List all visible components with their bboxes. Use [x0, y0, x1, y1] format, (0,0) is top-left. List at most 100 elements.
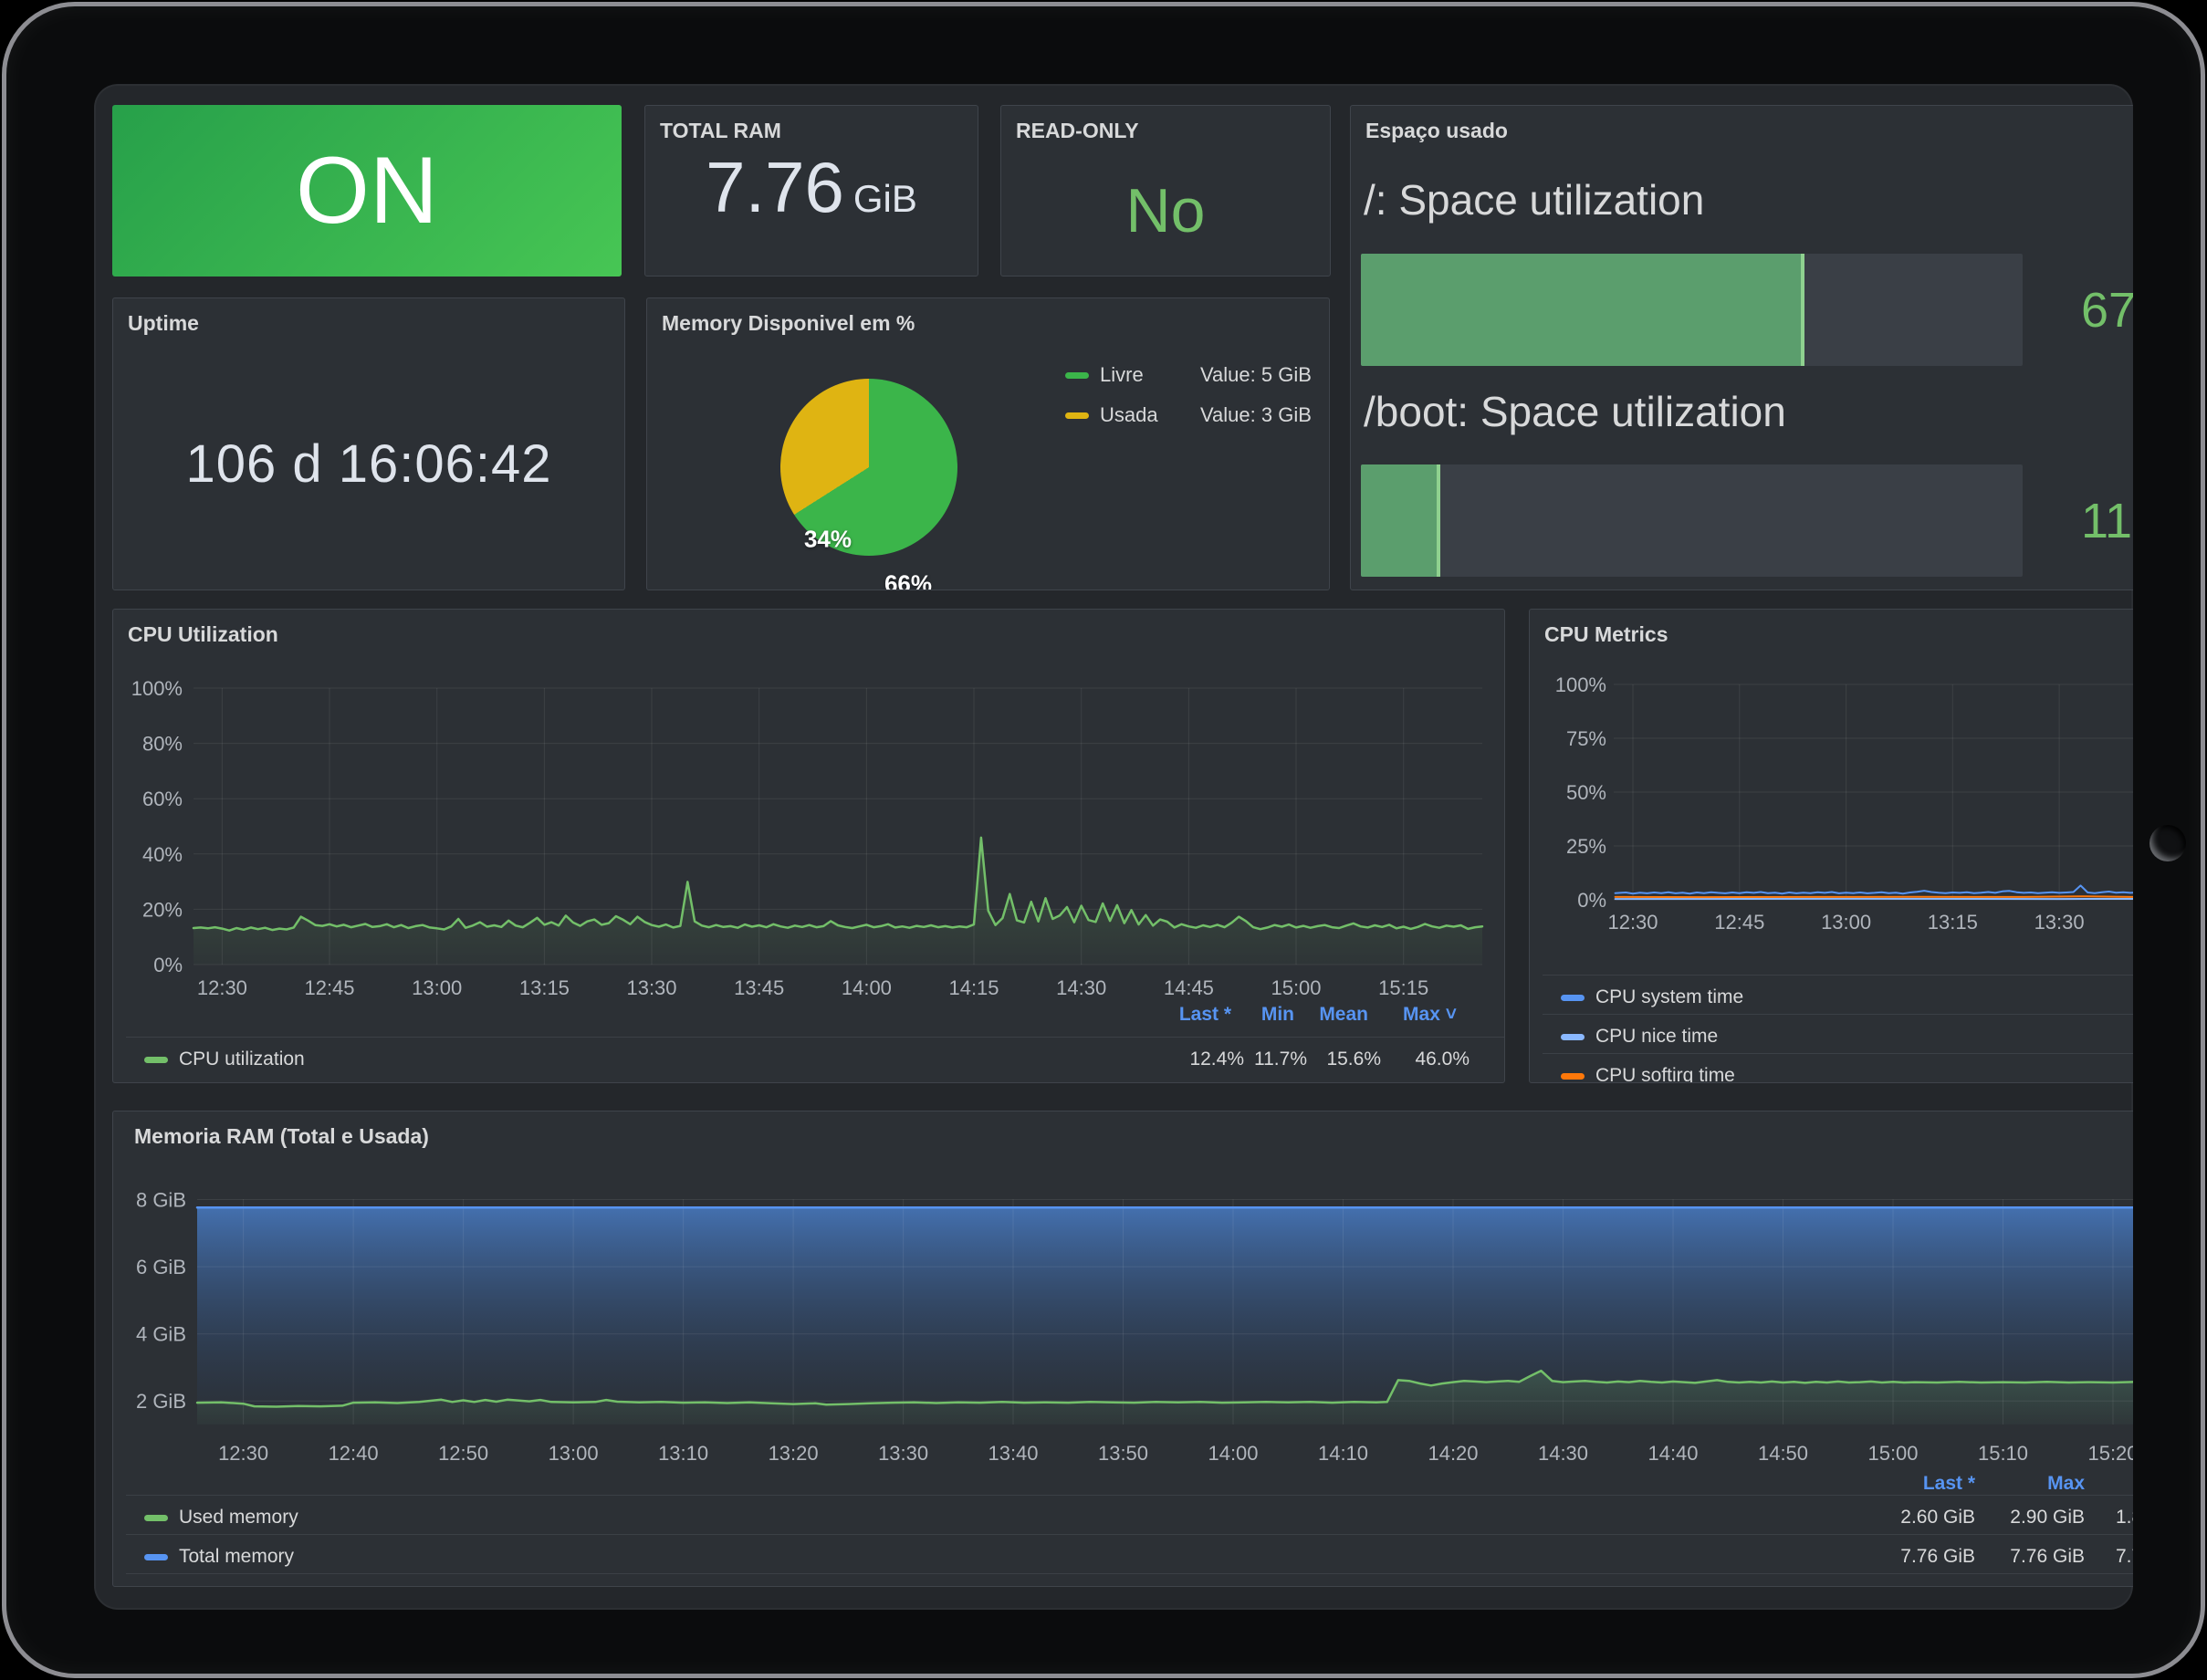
legend-row[interactable]: CPU nice time [1543, 1014, 2133, 1054]
svg-text:14:00: 14:00 [842, 976, 892, 999]
series-color-icon [1561, 1033, 1585, 1040]
svg-text:13:50: 13:50 [1098, 1442, 1148, 1465]
svg-text:14:50: 14:50 [1758, 1442, 1808, 1465]
panel-title[interactable]: CPU Metrics [1544, 622, 1668, 646]
panel-title[interactable]: TOTAL RAM [660, 119, 781, 142]
pie-legend-item-usada[interactable]: Usada Value: 3 GiB [1065, 401, 1312, 430]
svg-text:15:00: 15:00 [1867, 1442, 1918, 1465]
svg-text:13:10: 13:10 [658, 1442, 708, 1465]
series-toggle[interactable]: Used memory [144, 1507, 298, 1529]
svg-text:6 GiB: 6 GiB [136, 1256, 186, 1278]
svg-text:12:50: 12:50 [438, 1442, 488, 1465]
svg-text:20%: 20% [142, 898, 183, 921]
stat-cell: 2.60 GiB [1900, 1507, 1975, 1528]
stat-cell[interactable]: Min [1260, 1004, 1294, 1025]
stat-cell[interactable]: Max ˅ [1403, 1004, 1457, 1025]
svg-text:14:30: 14:30 [1538, 1442, 1588, 1465]
panel-title[interactable]: Uptime [128, 311, 199, 335]
total-ram-unit: GiB [852, 177, 917, 220]
series-color-icon [144, 1514, 168, 1521]
panel-read-only: READ-ONLY No [1000, 105, 1331, 277]
memoria-ram-chart[interactable]: 2 GiB 4 GiB 6 GiB 8 GiB 12:30 12:40 12:50 13:00… [113, 1111, 2133, 1587]
series-toggle[interactable]: CPU system time [1561, 986, 1743, 1008]
svg-text:13:30: 13:30 [878, 1442, 928, 1465]
series-toggle[interactable]: CPU softirq time [1561, 1065, 1735, 1082]
svg-text:15:15: 15:15 [1378, 976, 1428, 999]
svg-text:8 GiB: 8 GiB [136, 1189, 186, 1212]
stat-cell[interactable]: Last * [1922, 1473, 1975, 1494]
svg-text:100%: 100% [1555, 673, 1606, 696]
svg-text:14:30: 14:30 [1056, 976, 1106, 999]
svg-text:4 GiB: 4 GiB [136, 1323, 186, 1346]
svg-text:15:20: 15:20 [2087, 1442, 2133, 1465]
stat-cell[interactable]: Max [2047, 1473, 2085, 1494]
panel-cpu-metrics: CPU Metrics 0% 25% 50% 75% 100% 12:30 12:45 13:… [1529, 609, 2133, 1083]
pie-slice-label-usada: 34% [803, 525, 852, 553]
panel-memory-pie: Memory Disponivel em % 34% 66% Livre Val… [646, 297, 1330, 590]
gauge-root [1361, 254, 2023, 366]
legend-separator [126, 1573, 2133, 1574]
cpu-metrics-chart[interactable]: 0% 25% 50% 75% 100% 12:30 12:45 13:00 13:15 13:30 [1530, 610, 2133, 1083]
memory-pie-chart[interactable] [780, 379, 957, 556]
read-only-value: No [1125, 176, 1206, 245]
svg-text:50%: 50% [1566, 781, 1606, 804]
panel-cpu-utilization: CPU Utilization 0% 20% 40% 60% 80% 100% 12:30 1… [112, 609, 1505, 1083]
stat-cell: 1.8 [2116, 1507, 2133, 1528]
gauge-root-value: 67 [2081, 282, 2133, 338]
legend-stats-header: Last * Min Mean Max ˅ [126, 997, 1491, 1033]
dashboard-screen: ON TOTAL RAM 7.76 GiB READ-ONLY No Espaço… [94, 84, 2133, 1610]
svg-text:12:30: 12:30 [1607, 911, 1658, 934]
panel-title[interactable]: CPU Utilization [128, 622, 278, 646]
series-toggle[interactable]: CPU nice time [1561, 1026, 1718, 1048]
svg-text:14:15: 14:15 [948, 976, 999, 999]
panel-title[interactable]: READ-ONLY [1016, 119, 1139, 142]
gauge-boot-value: 11 [2081, 493, 2133, 548]
svg-text:13:15: 13:15 [519, 976, 570, 999]
svg-text:2 GiB: 2 GiB [136, 1390, 186, 1413]
legend-row[interactable]: CPU system time [1543, 975, 2133, 1015]
usada-series-icon [1065, 412, 1089, 419]
status-value: ON [296, 137, 438, 244]
stat-cell[interactable]: Mean [1319, 1004, 1368, 1025]
stat-cell[interactable]: Last * [1178, 1004, 1231, 1025]
livre-series-icon [1065, 371, 1089, 379]
svg-text:14:10: 14:10 [1318, 1442, 1368, 1465]
pie-legend-item-livre[interactable]: Livre Value: 5 GiB [1065, 360, 1312, 390]
legend-row[interactable]: CPU utilization 12.4% 11.7% 15.6% 46.0% [126, 1037, 1504, 1082]
stat-cell: 15.6% [1326, 1049, 1381, 1070]
stat-cell: 12.4% [1189, 1049, 1244, 1070]
svg-text:13:40: 13:40 [988, 1442, 1038, 1465]
stat-cell: 7.76 GiB [1900, 1546, 1975, 1567]
svg-text:12:30: 12:30 [197, 976, 247, 999]
svg-text:100%: 100% [131, 677, 183, 700]
svg-text:80%: 80% [142, 733, 183, 756]
panel-title[interactable]: Memory Disponivel em % [662, 311, 915, 335]
cpu-utilization-chart[interactable]: 0% 20% 40% 60% 80% 100% 12:30 12:45 13:00 13:15 13… [113, 610, 1505, 1083]
series-color-icon [144, 1553, 168, 1560]
panel-title[interactable]: Memoria RAM (Total e Usada) [134, 1124, 429, 1148]
svg-text:0%: 0% [153, 954, 183, 976]
svg-text:60%: 60% [142, 788, 183, 810]
series-color-icon [144, 1056, 168, 1063]
legend-stats-header: Last * Max [126, 1466, 2133, 1502]
camera-icon [2149, 825, 2186, 861]
legend-row[interactable]: Used memory 2.60 GiB 2.90 GiB 1.8 [126, 1495, 2133, 1535]
panel-title[interactable]: Espaço usado [1365, 119, 1508, 142]
panel-status: ON [112, 105, 622, 277]
svg-text:14:20: 14:20 [1428, 1442, 1478, 1465]
legend-row[interactable]: Total memory 7.76 GiB 7.76 GiB 7.7 [126, 1534, 2133, 1574]
series-toggle[interactable]: CPU utilization [144, 1049, 305, 1070]
svg-text:13:20: 13:20 [769, 1442, 819, 1465]
legend-row[interactable]: CPU softirq time [1543, 1053, 2133, 1082]
series-toggle[interactable]: Total memory [144, 1546, 294, 1568]
panel-uptime: Uptime 106 d 16:06:42 [112, 297, 625, 590]
pie-slice-label-livre: 66% [884, 569, 933, 590]
svg-text:25%: 25% [1566, 835, 1606, 858]
series-color-icon [1561, 994, 1585, 1001]
svg-text:15:10: 15:10 [1978, 1442, 2028, 1465]
svg-text:13:30: 13:30 [2034, 911, 2085, 934]
svg-text:13:45: 13:45 [734, 976, 784, 999]
panel-espaco-usado: Espaço usado /: Space utilization 67 /bo… [1350, 105, 2133, 590]
gauge-label-boot: /boot: Space utilization [1364, 388, 1786, 435]
